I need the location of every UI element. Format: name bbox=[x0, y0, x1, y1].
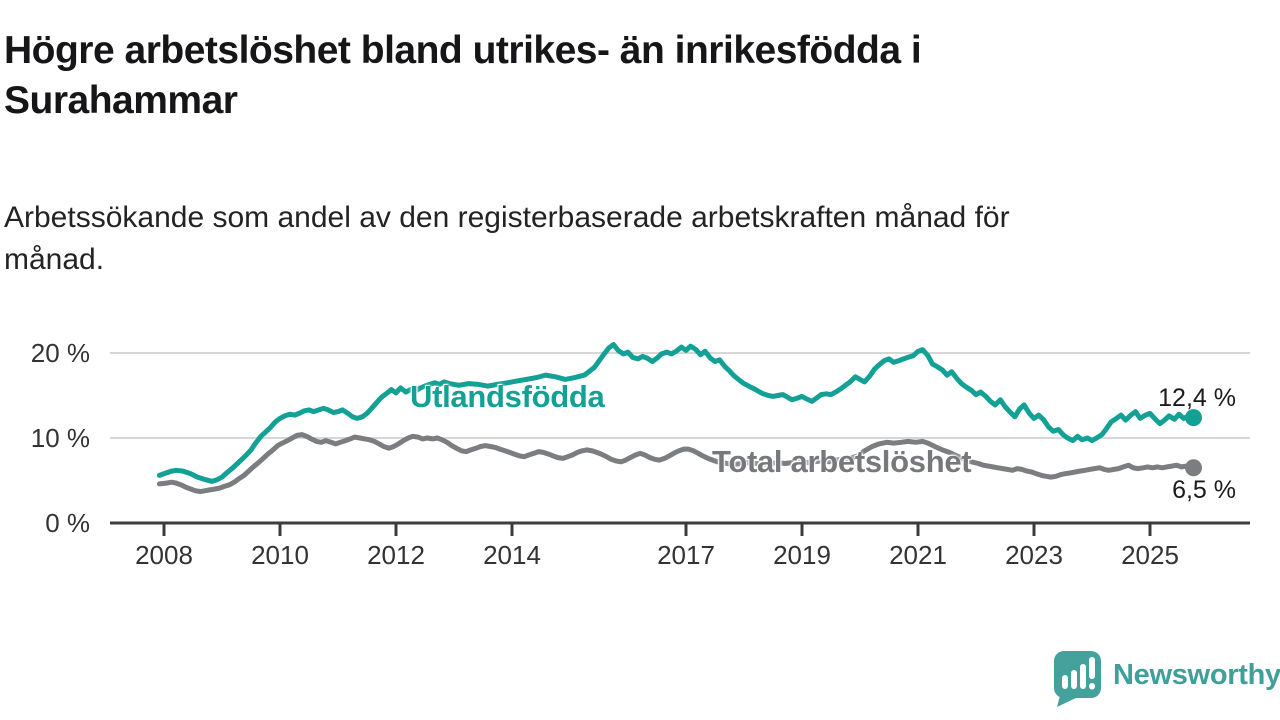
page-subtitle-line1: Arbetssökande som andel av den registerb… bbox=[4, 201, 1010, 234]
x-axis-label-2021: 2021 bbox=[889, 540, 947, 570]
series-end-dot-utlandsf-dda bbox=[1185, 409, 1202, 427]
end-value-label-utlandsfodda: 12,4 % bbox=[1158, 384, 1236, 412]
x-axis-label-2019: 2019 bbox=[773, 540, 831, 570]
x-axis-label-2008: 2008 bbox=[135, 540, 193, 570]
x-axis-label-2012: 2012 bbox=[367, 540, 425, 570]
series-label-total-arbetsloshet: Total arbetslöshet bbox=[712, 444, 972, 479]
end-value-label-total: 6,5 % bbox=[1172, 476, 1236, 504]
y-axis-label-0: 0 % bbox=[45, 508, 90, 538]
y-axis-label-10: 10 % bbox=[30, 423, 90, 453]
page-title-line1: Högre arbetslöshet bland utrikes- än inr… bbox=[4, 29, 922, 72]
series-end-dot-total-arbetsl-shet bbox=[1185, 459, 1202, 477]
x-axis-label-2010: 2010 bbox=[251, 540, 309, 570]
page-title-line2: Surahammar bbox=[4, 79, 238, 122]
x-axis-label-2023: 2023 bbox=[1005, 540, 1063, 570]
newsworthy-logo-text: Newsworthy bbox=[1113, 658, 1280, 691]
series-label-utlandsfodda: Utlandsfödda bbox=[410, 379, 605, 414]
page-subtitle-line2: månad. bbox=[4, 243, 105, 276]
x-axis-label-2017: 2017 bbox=[657, 540, 715, 570]
x-axis-label-2014: 2014 bbox=[483, 540, 541, 570]
y-axis-label-20: 20 % bbox=[30, 338, 90, 368]
newsworthy-logo-icon bbox=[1054, 651, 1101, 707]
series-line-utlandsf-dda bbox=[156, 342, 1196, 484]
newsworthy-logo: Newsworthy bbox=[1052, 648, 1280, 708]
page-title: Högre arbetslöshet bland utrikes- än inr… bbox=[4, 26, 1184, 126]
series-line-total-arbetsl-shet bbox=[156, 432, 1196, 495]
x-axis-label-2025: 2025 bbox=[1121, 540, 1179, 570]
page-subtitle: Arbetssökande som andel av den registerb… bbox=[4, 197, 1204, 281]
